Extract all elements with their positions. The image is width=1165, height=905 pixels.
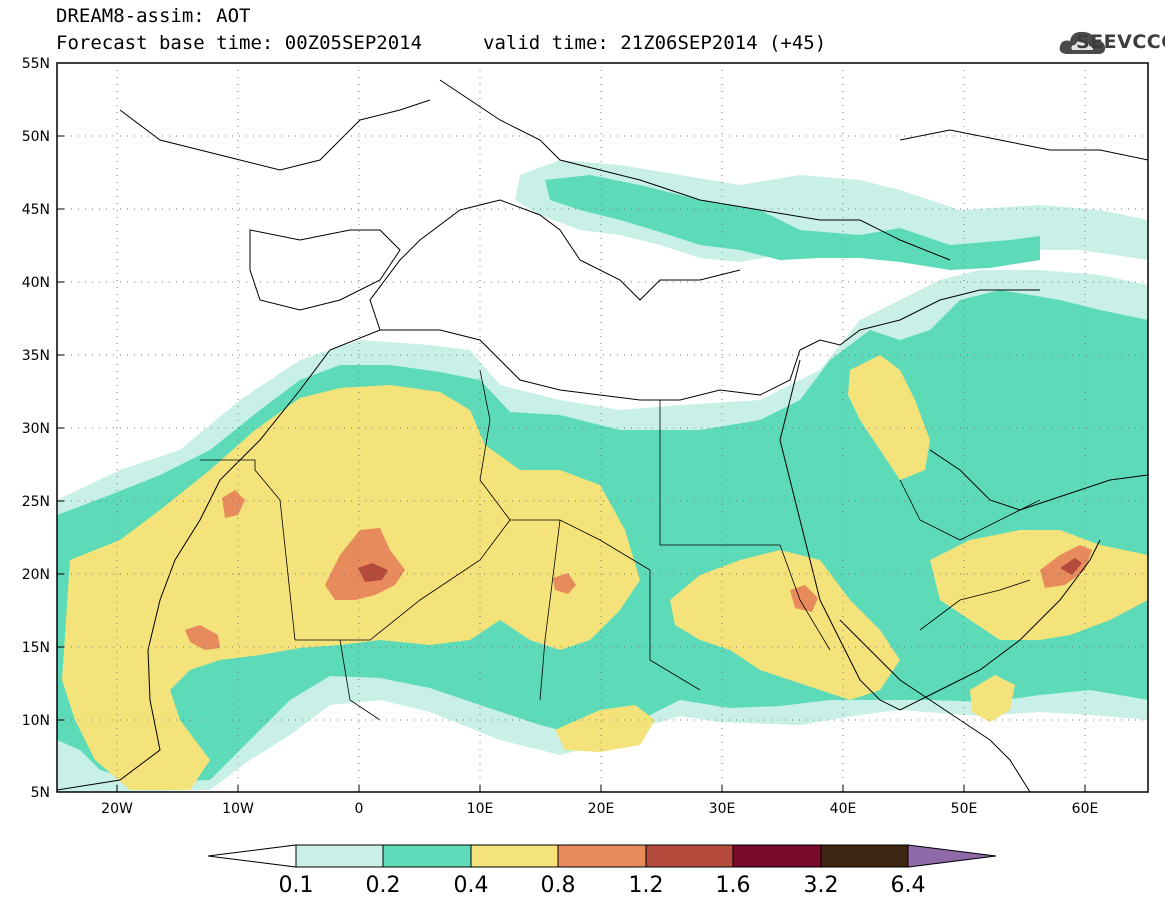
aot-field <box>57 160 1148 792</box>
aot-contour-0.4-chad <box>555 705 655 752</box>
lat-label: 55N <box>22 56 50 72</box>
colorbar-swatch <box>820 844 909 868</box>
forecast-base-time: Forecast base time: 00Z05SEP2014 <box>56 32 423 54</box>
lat-label: 5N <box>31 785 50 801</box>
lon-label: 10W <box>222 801 254 817</box>
lon-label: 0 <box>355 801 364 817</box>
colorbar-label: 0.1 <box>279 873 314 898</box>
lat-label: 35N <box>22 348 50 364</box>
aot-contour-0.8-senegal <box>185 625 220 650</box>
cloud-icon <box>1059 31 1106 54</box>
lon-label: 20E <box>588 801 615 817</box>
colorbar-swatch <box>732 844 822 868</box>
aot-contour-0.4-somalia <box>970 675 1015 722</box>
colorbar-high-arrow <box>907 844 997 868</box>
colorbar-swatch <box>470 844 559 868</box>
colorbar-label: 0.4 <box>454 873 489 898</box>
colorbar-label: 0.2 <box>366 873 401 898</box>
aot-contour-1.2-oman <box>1060 558 1082 575</box>
colorbar-label: 3.2 <box>804 873 839 898</box>
lon-labels: 20W 10W 0 10E 20E 30E 40E 50E 60E <box>101 801 1098 817</box>
colorbar-swatch <box>645 844 734 868</box>
colorbar-labels: 0.1 0.2 0.4 0.8 1.2 1.6 3.2 6.4 <box>279 873 926 898</box>
aot-contour-0.8-mali <box>325 528 405 600</box>
lat-labels: 55N 50N 45N 40N 35N 30N 25N 20N 15N 10N … <box>22 56 50 801</box>
coastlines <box>57 79 1148 792</box>
lat-label: 20N <box>22 567 50 583</box>
colorbar-swatch <box>557 844 647 868</box>
valid-time: valid time: 21Z06SEP2014 (+45) <box>483 32 827 54</box>
colorbar-label: 1.2 <box>629 873 664 898</box>
lat-label: 40N <box>22 275 50 291</box>
lat-label: 25N <box>22 494 50 510</box>
colorbar-label: 0.8 <box>541 873 576 898</box>
aot-contour-0.8-mauritania <box>222 490 245 518</box>
lon-label: 30E <box>709 801 736 817</box>
colorbar-label: 1.6 <box>716 873 751 898</box>
aot-contour-0.4-arabia <box>930 530 1148 640</box>
lat-label: 15N <box>22 640 50 656</box>
aot-contour-0.4-east <box>670 550 900 700</box>
colorbar-label: 6.4 <box>891 873 926 898</box>
colorbar-swatch <box>295 844 384 868</box>
lat-label: 50N <box>22 129 50 145</box>
country-borders <box>200 369 1041 721</box>
tick-marks <box>57 62 1086 792</box>
aot-contour-0.8-chad <box>553 573 576 594</box>
lon-label: 10E <box>467 801 494 817</box>
lon-label: 50E <box>951 801 978 817</box>
map-title: DREAM8-assim: AOT <box>56 5 251 27</box>
colorbar-swatch <box>382 844 472 868</box>
aot-contour-0.1-north <box>515 160 1148 262</box>
lat-label: 30N <box>22 421 50 437</box>
colorbar-low-arrow <box>207 844 297 868</box>
lon-label: 20W <box>101 801 133 817</box>
lat-label: 10N <box>22 713 50 729</box>
map-grid <box>57 63 1148 792</box>
lon-label: 40E <box>830 801 857 817</box>
seevccc-logo: SEEVCCC <box>1076 31 1165 53</box>
aot-contour-1.2-mali <box>358 563 388 582</box>
colorbar <box>207 844 997 868</box>
aot-contour-0.4-iraq <box>848 355 930 480</box>
lon-label: 60E <box>1072 801 1099 817</box>
lat-label: 45N <box>22 202 50 218</box>
